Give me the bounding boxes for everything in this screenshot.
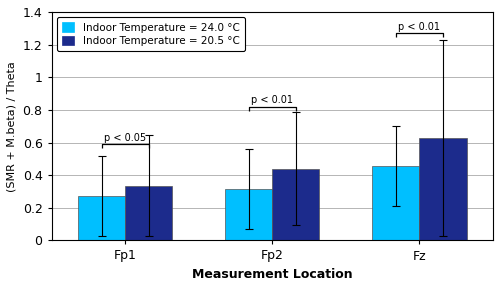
X-axis label: Measurement Location: Measurement Location bbox=[192, 268, 352, 281]
Bar bbox=[372, 166, 420, 240]
Bar bbox=[225, 189, 272, 240]
Legend: Indoor Temperature = 24.0 °C, Indoor Temperature = 20.5 °C: Indoor Temperature = 24.0 °C, Indoor Tem… bbox=[56, 17, 245, 51]
Text: p < 0.05: p < 0.05 bbox=[104, 132, 146, 143]
Y-axis label: (SMR + M.beta) / Theta: (SMR + M.beta) / Theta bbox=[7, 61, 17, 192]
Bar bbox=[125, 186, 172, 240]
Bar bbox=[272, 169, 320, 240]
Text: p < 0.01: p < 0.01 bbox=[398, 22, 440, 31]
Text: p < 0.01: p < 0.01 bbox=[252, 95, 294, 105]
Bar bbox=[420, 138, 467, 240]
Bar bbox=[78, 196, 125, 240]
